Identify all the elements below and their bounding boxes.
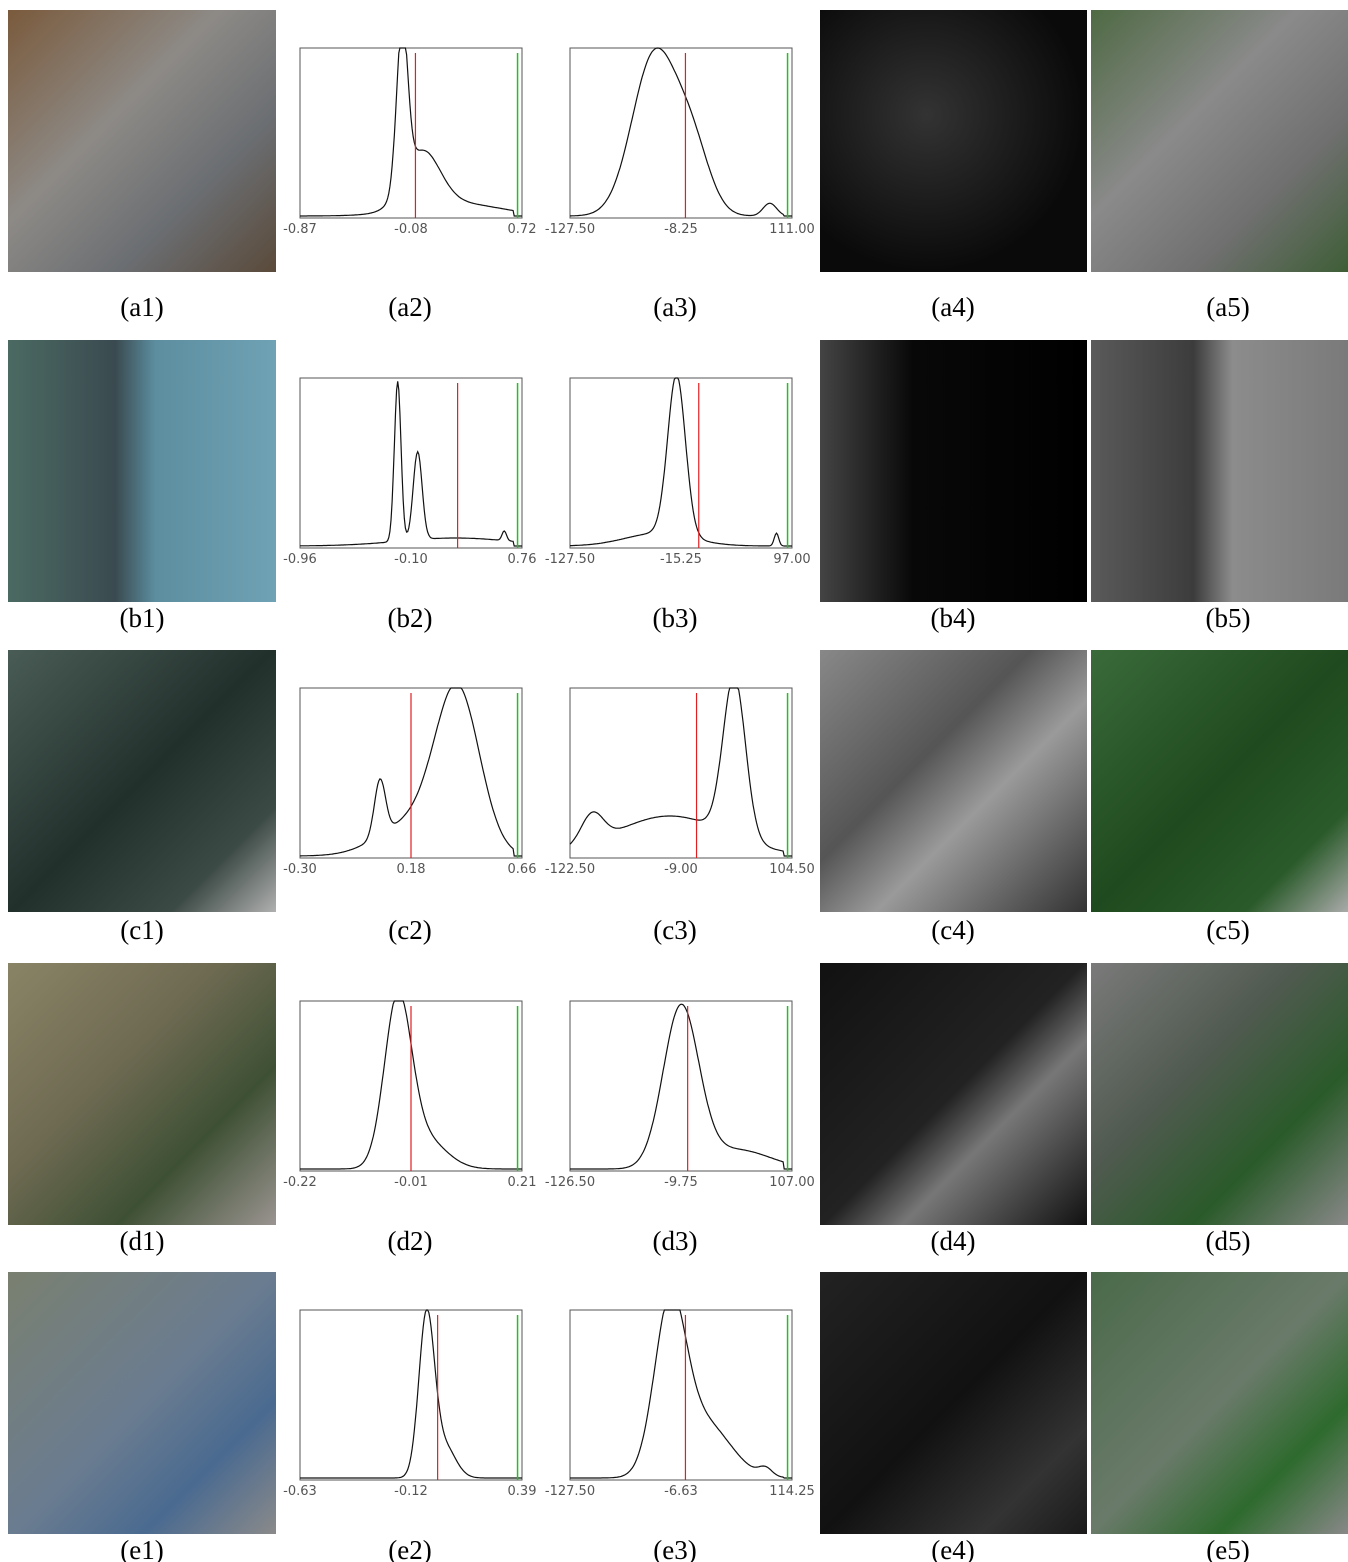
tick-label: 0.76	[508, 552, 537, 567]
caption: (d1)	[42, 1226, 242, 1257]
tick-label: -127.50	[545, 222, 595, 237]
caption: (d5)	[1128, 1226, 1328, 1257]
tick-label: 114.25	[769, 1484, 815, 1499]
tick-label: -9.75	[664, 1175, 698, 1190]
histogram-curve	[570, 1310, 792, 1478]
tick-label: 0.39	[508, 1484, 537, 1499]
satellite-image	[820, 10, 1087, 272]
satellite-image	[1091, 340, 1348, 602]
tick-label: 0.18	[397, 862, 426, 877]
plot-frame	[570, 1310, 792, 1480]
satellite-image	[8, 10, 276, 272]
caption: (e3)	[575, 1535, 775, 1562]
caption: (e2)	[310, 1535, 510, 1562]
plot-frame	[300, 48, 522, 218]
tick-label: 107.00	[769, 1175, 815, 1190]
tick-label: -8.25	[664, 222, 698, 237]
caption: (c1)	[42, 915, 242, 946]
tick-label: -0.87	[283, 222, 317, 237]
satellite-image	[820, 963, 1087, 1225]
caption: (c5)	[1128, 915, 1328, 946]
caption: (a1)	[42, 292, 242, 323]
caption: (c4)	[853, 915, 1053, 946]
tick-label: -0.96	[283, 552, 317, 567]
satellite-image	[820, 340, 1087, 602]
tick-label: 0.72	[508, 222, 537, 237]
satellite-image	[1091, 1272, 1348, 1534]
satellite-image	[820, 1272, 1087, 1534]
histogram-curve	[570, 1004, 792, 1169]
satellite-image	[1091, 650, 1348, 912]
caption: (a5)	[1128, 292, 1328, 323]
tick-label: -127.50	[545, 552, 595, 567]
caption: (b1)	[42, 603, 242, 634]
tick-label: 111.00	[769, 222, 815, 237]
caption: (d4)	[853, 1226, 1053, 1257]
caption: (b3)	[575, 603, 775, 634]
figure: -0.87 -0.08 0.72 -127.50 -8.25 111.00 -0.96 -0.…	[0, 0, 1348, 1562]
tick-label: -0.10	[394, 552, 428, 567]
tick-label: -0.30	[283, 862, 317, 877]
caption: (e4)	[853, 1535, 1053, 1562]
histogram-curve	[570, 48, 792, 216]
tick-label: -0.01	[394, 1175, 428, 1190]
tick-label: 104.50	[769, 862, 815, 877]
satellite-image	[1091, 10, 1348, 272]
caption: (e1)	[42, 1535, 242, 1562]
caption: (c2)	[310, 915, 510, 946]
tick-label: 97.00	[773, 552, 810, 567]
histogram-curve	[570, 378, 792, 546]
tick-label: 0.66	[508, 862, 537, 877]
histogram-curve	[300, 381, 522, 546]
caption: (e5)	[1128, 1535, 1328, 1562]
caption: (a4)	[853, 292, 1053, 323]
plot-frame	[570, 48, 792, 218]
tick-label: -9.00	[664, 862, 698, 877]
satellite-image	[8, 340, 276, 602]
caption: (b2)	[310, 603, 510, 634]
caption: (a3)	[575, 292, 775, 323]
tick-label: -0.63	[283, 1484, 317, 1499]
satellite-image	[820, 650, 1087, 912]
satellite-image	[8, 1272, 276, 1534]
satellite-image	[1091, 963, 1348, 1225]
tick-label: -0.12	[394, 1484, 428, 1499]
histogram-curve	[300, 1310, 522, 1478]
tick-label: -122.50	[545, 862, 595, 877]
caption: (c3)	[575, 915, 775, 946]
tick-label: -126.50	[545, 1175, 595, 1190]
satellite-image	[8, 650, 276, 912]
histogram-curve	[570, 688, 792, 856]
tick-label: -6.63	[664, 1484, 698, 1499]
caption: (b5)	[1128, 603, 1328, 634]
satellite-image	[8, 963, 276, 1225]
tick-label: -0.22	[283, 1175, 317, 1190]
tick-label: -127.50	[545, 1484, 595, 1499]
caption: (a2)	[310, 292, 510, 323]
tick-label: -0.08	[394, 222, 428, 237]
caption: (b4)	[853, 603, 1053, 634]
plot-frame	[570, 378, 792, 548]
plot-frame	[300, 378, 522, 548]
plot-frame	[570, 1001, 792, 1171]
histogram-curve	[300, 48, 522, 216]
caption: (d2)	[310, 1226, 510, 1257]
tick-label: 0.21	[508, 1175, 537, 1190]
caption: (d3)	[575, 1226, 775, 1257]
tick-label: -15.25	[660, 552, 702, 567]
